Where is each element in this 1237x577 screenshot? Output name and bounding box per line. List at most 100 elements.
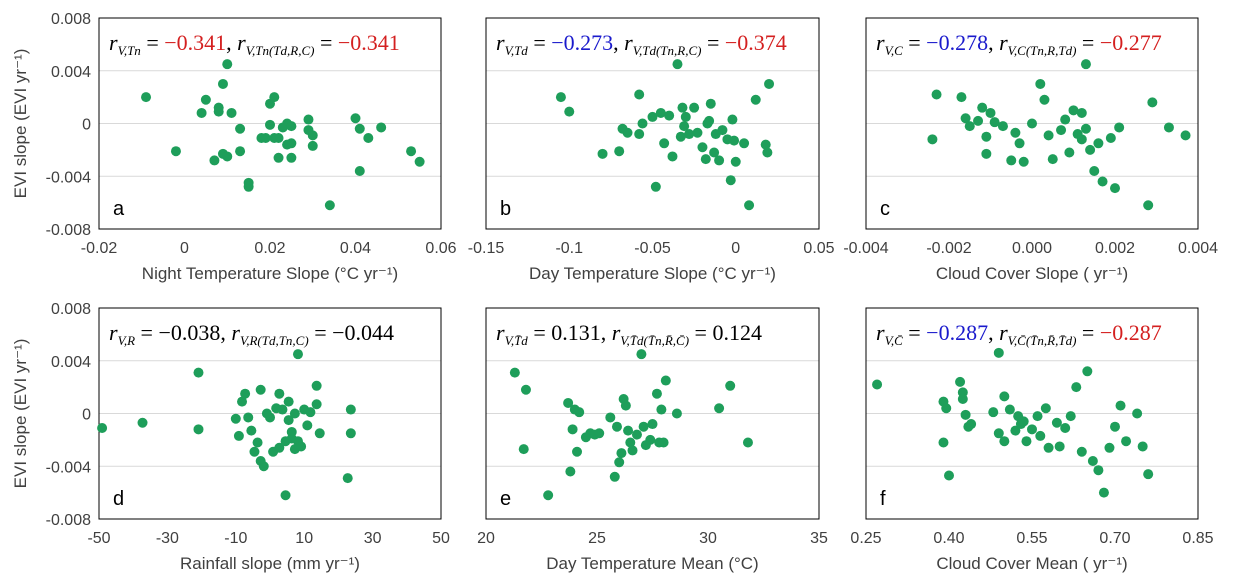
data-point: [636, 349, 647, 360]
y-tick-label: 0.008: [51, 301, 91, 318]
data-point: [637, 118, 648, 129]
data-point: [973, 115, 984, 126]
data-point: [727, 114, 738, 125]
data-point: [960, 409, 971, 420]
data-point: [625, 437, 636, 448]
y-tick-label: 0.004: [51, 354, 91, 371]
x-axis-label: Night Temperature Slope (°C yr⁻¹): [142, 264, 398, 283]
data-point: [725, 380, 736, 391]
data-point: [283, 396, 294, 407]
data-point: [1010, 425, 1021, 436]
data-point: [406, 146, 417, 157]
data-point: [324, 200, 335, 211]
data-point: [627, 445, 638, 456]
data-point: [209, 155, 220, 166]
y-tick-label: 0.008: [51, 11, 91, 28]
data-point: [1006, 155, 1017, 166]
data-point: [927, 134, 938, 145]
data-point: [1110, 421, 1120, 432]
data-point: [985, 107, 996, 118]
x-tick-label: 0.02: [254, 240, 285, 257]
y-axis-label: EVI slope (EVI yr⁻¹): [11, 339, 30, 489]
data-point: [1071, 382, 1082, 393]
data-point: [631, 429, 642, 440]
data-point: [255, 384, 266, 395]
data-point: [956, 92, 967, 103]
x-axis-label: Day Temperature Slope (°C yr⁻¹): [529, 264, 776, 283]
data-point: [1065, 411, 1076, 422]
y-tick-label: -0.008: [46, 512, 91, 529]
data-point: [993, 347, 1004, 358]
data-point: [614, 457, 625, 468]
data-point: [616, 448, 627, 459]
y-axis-label: EVI slope (EVI yr⁻¹): [11, 49, 30, 199]
x-tick-label: -0.1: [555, 240, 583, 257]
data-point: [762, 147, 773, 158]
data-point: [303, 114, 314, 125]
data-point: [597, 148, 608, 159]
x-tick-label: 50: [432, 530, 450, 547]
data-point: [941, 403, 952, 414]
y-tick-label: -0.008: [46, 222, 91, 239]
data-point: [1163, 122, 1174, 133]
data-point: [296, 441, 307, 452]
data-point: [565, 466, 576, 477]
data-point: [645, 434, 656, 445]
panel-label: f: [880, 488, 886, 510]
data-point: [1064, 147, 1075, 158]
data-point: [543, 490, 554, 501]
data-point: [1021, 436, 1032, 447]
x-tick-label: 0.25: [850, 530, 881, 547]
data-point: [997, 121, 1008, 132]
data-point: [704, 115, 715, 126]
x-tick-label: 30: [699, 530, 717, 547]
x-tick-label: 0: [180, 240, 189, 257]
data-point: [656, 404, 667, 415]
data-point: [1040, 403, 1051, 414]
data-point: [988, 407, 999, 418]
data-point: [655, 107, 666, 118]
panel-label: c: [880, 198, 890, 220]
data-point: [1097, 176, 1108, 187]
data-point: [1076, 446, 1087, 457]
data-point: [307, 130, 318, 141]
data-point: [750, 94, 761, 105]
data-point: [302, 420, 313, 431]
x-tick-label: 0.002: [1095, 240, 1135, 257]
data-point: [1114, 122, 1125, 133]
x-tick-label: 30: [364, 530, 382, 547]
correlation-annotation: rV,C = −0.278, rV,C(Tn,R,Td) = −0.277: [876, 30, 1162, 58]
panel-c: -0.004 -0.002 0.000 0.002 0.004 Cloud Cover S…: [843, 17, 1218, 283]
data-point: [659, 138, 670, 149]
plot-frame: [98, 17, 442, 230]
x-tick-label: 0: [731, 240, 740, 257]
x-tick-label: 25: [588, 530, 606, 547]
data-point: [679, 121, 690, 132]
data-point: [714, 403, 725, 414]
data-point: [509, 367, 520, 378]
y-tick-label: -0.004: [46, 169, 91, 186]
data-point: [274, 442, 285, 453]
data-point: [289, 408, 300, 419]
data-point: [680, 111, 691, 122]
data-point: [620, 400, 631, 411]
data-point: [1110, 183, 1120, 194]
data-point: [286, 138, 297, 149]
data-point: [141, 92, 152, 103]
x-tick-label: 20: [477, 530, 495, 547]
data-point: [638, 421, 649, 432]
data-point: [342, 473, 353, 484]
data-point: [614, 146, 625, 157]
x-tick-label: 0.06: [425, 240, 456, 257]
data-point: [660, 375, 671, 386]
data-point: [999, 391, 1010, 402]
data-point: [1147, 97, 1158, 108]
data-point: [314, 428, 325, 439]
data-point: [957, 393, 968, 404]
data-point: [658, 437, 669, 448]
data-point: [252, 437, 263, 448]
data-point: [605, 412, 616, 423]
data-point: [1043, 442, 1054, 453]
x-tick-label: 35: [810, 530, 828, 547]
